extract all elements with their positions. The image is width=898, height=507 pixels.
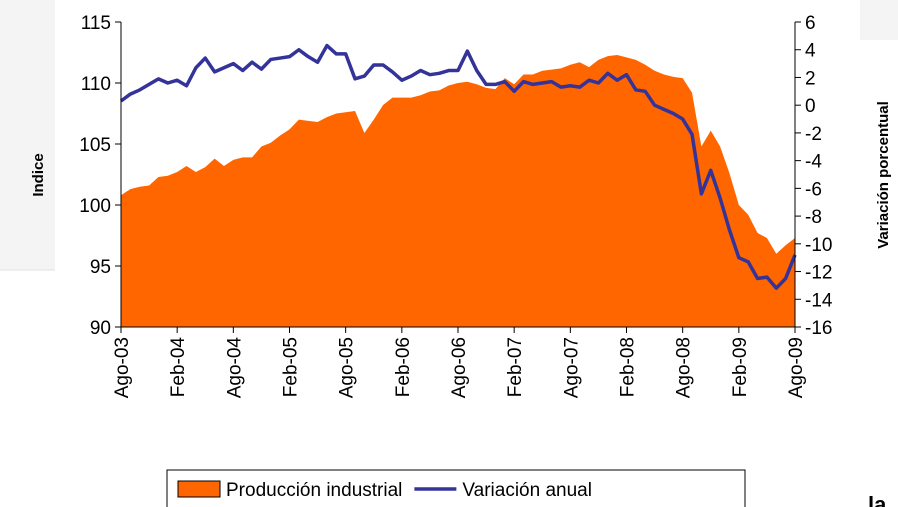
x-tick-label: Ago-08 (674, 337, 695, 398)
annotation: la (868, 492, 887, 507)
legend-label: Variación anual (462, 480, 592, 501)
y2-tick-label: -2 (805, 124, 822, 145)
area (121, 54, 795, 327)
legend-swatch (177, 480, 221, 498)
y-tick-label: 100 (79, 196, 111, 217)
x-tick-label: Feb-09 (730, 337, 751, 397)
y2-tick-label: -14 (805, 290, 833, 311)
x-tick-label: Ago-09 (786, 337, 807, 398)
line (119, 43, 797, 290)
y-tick-label: 95 (90, 257, 111, 278)
legend-label: Producción industrial (226, 480, 402, 501)
y-tick-label: 110 (81, 74, 111, 95)
y2-tick-label: 6 (805, 13, 816, 34)
y2-tick-label: -8 (805, 207, 822, 228)
y2-tick-label: 4 (805, 41, 816, 62)
x-tick-label: Ago-07 (561, 337, 582, 398)
y2-axis-label: Variación porcentual (875, 101, 892, 249)
y2-tick-label: -16 (805, 318, 832, 339)
x-tick-label: Ago-04 (224, 337, 245, 399)
legend: Producción industrial Variación anual (166, 469, 746, 507)
y2-tick-label: 2 (805, 68, 816, 89)
y-axis-label: Indice (30, 153, 47, 196)
x-tick-label: Feb-07 (505, 337, 526, 397)
y2-tick-label: -12 (805, 263, 832, 284)
x-tick-label: Feb-04 (168, 337, 189, 398)
x-tick-label: Feb-08 (618, 337, 639, 397)
y2-tick-label: -4 (805, 152, 822, 173)
x-tick-label: Ago-05 (337, 337, 358, 398)
x-tick-label: Ago-06 (449, 337, 470, 398)
y2-tick-label: 0 (805, 96, 816, 117)
y-tick-label: 105 (79, 135, 111, 156)
x-tick-label: Feb-05 (281, 337, 302, 397)
x-tick-label: Ago-03 (112, 337, 133, 398)
y-tick-label: 115 (81, 13, 111, 34)
y2-tick-label: -6 (805, 179, 822, 200)
y2-tick-label: -10 (805, 235, 832, 256)
x-tick-label: Feb-06 (393, 337, 414, 397)
y-tick-label: 90 (90, 318, 111, 339)
